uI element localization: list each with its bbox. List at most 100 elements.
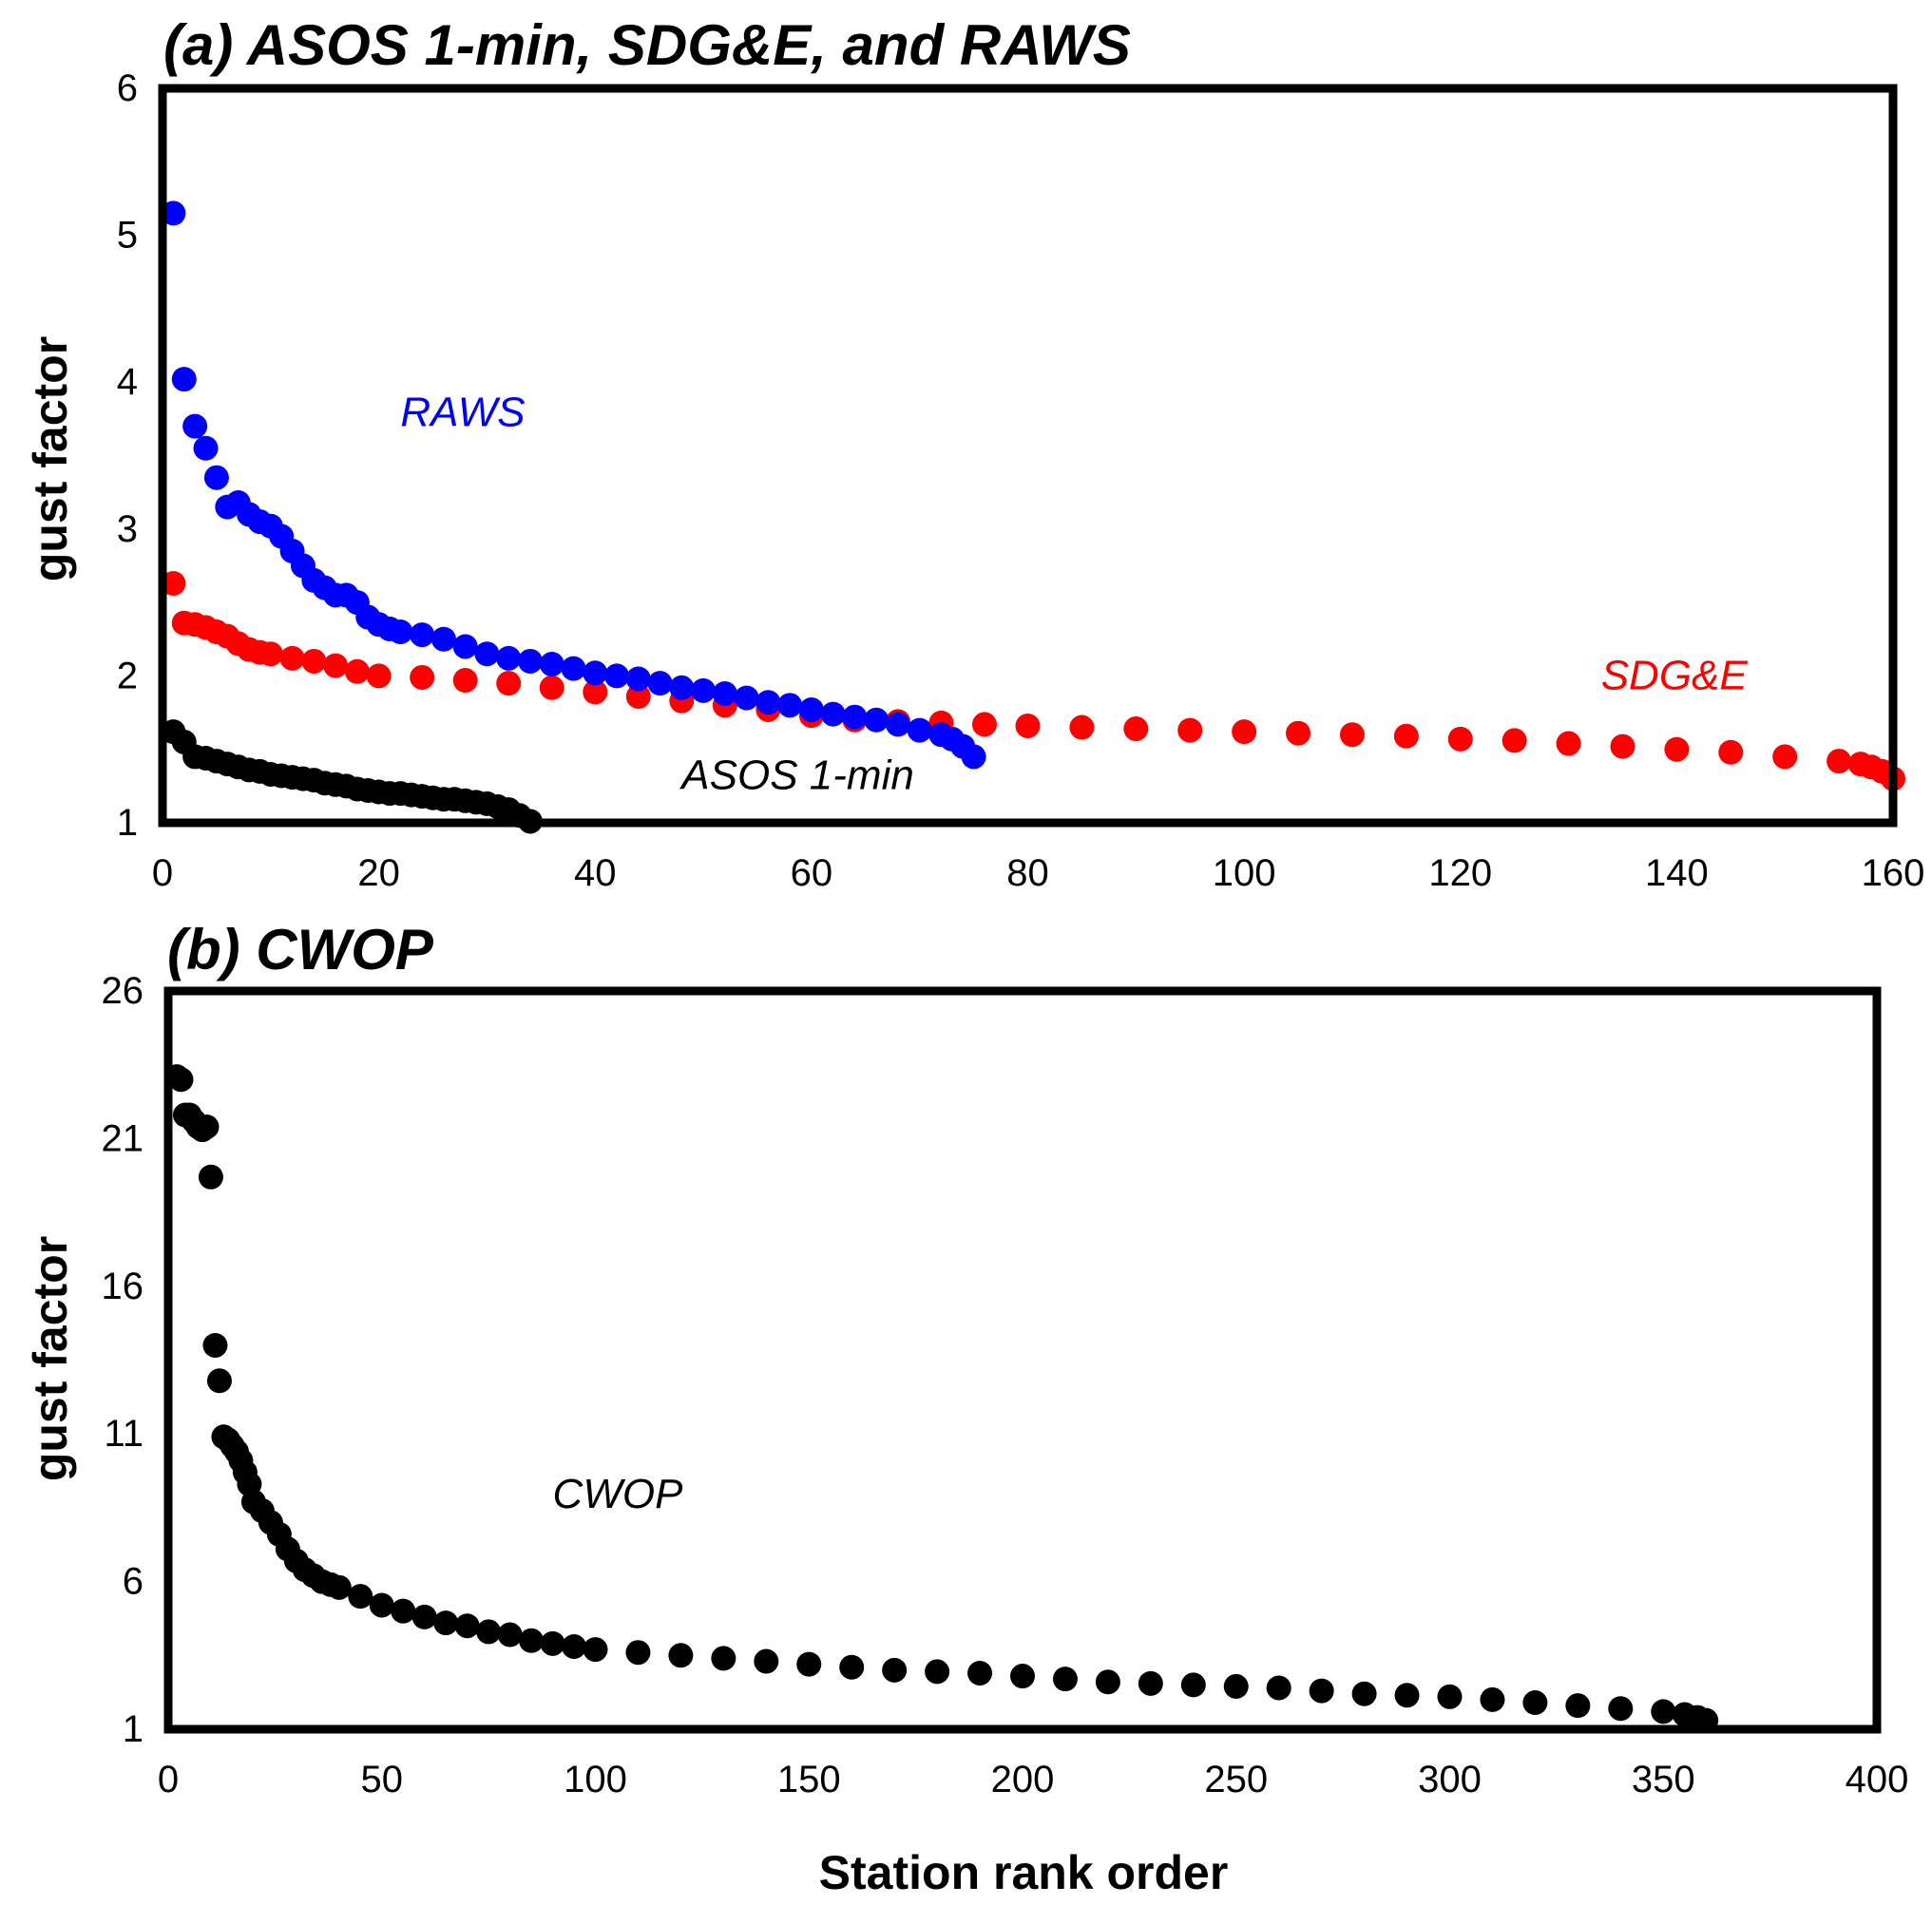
data-point-raws [171,367,197,392]
data-point-raws [539,652,564,677]
panel-b-x-tick-label: 0 [158,1759,179,1800]
data-point-cwop [168,1067,194,1093]
panel-b-x-tick-label: 400 [1846,1759,1909,1800]
panel-b-x-axis-label: Station rank order [819,1846,1229,1899]
data-point-sdg-e [258,641,283,667]
panel-a-x-tick-label: 120 [1428,852,1492,894]
panel-a-y-axis-label: gust factor [24,336,77,581]
data-point-sdg-e [279,645,305,671]
data-point-cwop [1010,1664,1035,1689]
data-point-sdg-e [1393,723,1419,749]
panel-a: (a) ASOS 1-min, SDG&E, and RAWS gust fac… [24,13,1924,894]
panel-b-points [163,1064,1719,1733]
series-raws [161,200,986,770]
data-point-cwop [1180,1672,1206,1698]
data-point-cwop [1565,1693,1591,1719]
data-point-cwop [1522,1690,1548,1716]
data-point-raws [669,675,695,700]
data-point-sdg-e [1772,744,1798,770]
panel-b-y-tick-label: 21 [102,1117,144,1159]
data-point-cwop [562,1633,587,1659]
panel-a-series-labels: ASOS 1-min SDG&E RAWS [400,390,1748,799]
data-point-cwop [540,1630,565,1656]
data-point-sdg-e [366,663,392,689]
data-point-sdg-e [1610,733,1636,759]
data-point-cwop [454,1613,480,1639]
data-point-raws [161,200,186,226]
panel-b-y-tick-label: 16 [102,1266,144,1307]
data-point-cwop [194,1114,220,1139]
data-point-cwop [206,1368,232,1394]
series-asos-1-min [161,719,543,834]
panel-b-y-tick-label: 6 [123,1561,143,1603]
data-point-cwop [583,1637,608,1663]
panel-a-x-tick-label: 40 [574,852,617,894]
panel-b-x-tick-label: 250 [1204,1759,1268,1800]
panel-a-y-tick-label: 6 [117,67,138,109]
data-point-raws [864,707,889,733]
panel-b-y-axis-label: gust factor [24,1236,77,1481]
data-point-sdg-e [344,658,370,684]
data-point-raws [842,704,868,730]
data-point-cwop [348,1584,373,1610]
panel-a-plot-frame [158,84,1898,828]
panel-b-y-tick-label: 1 [123,1708,143,1750]
panel-a-y-tick-label: 5 [117,215,138,257]
data-point-raws [203,465,229,490]
data-point-cwop [1223,1673,1249,1699]
data-point-raws [496,645,522,671]
data-point-cwop [476,1619,502,1645]
data-point-raws [820,701,846,727]
panel-b-series-labels: CWOP [553,1471,684,1517]
data-point-sdg-e [1286,720,1311,746]
data-point-sdg-e [1069,714,1095,740]
data-point-cwop [519,1628,545,1653]
data-point-cwop [839,1654,865,1680]
panel-a-points [161,200,1905,834]
panel-b-x-tick-label: 100 [564,1759,627,1800]
data-point-raws [182,413,208,439]
data-point-raws [388,619,413,645]
data-point-raws [452,634,478,659]
data-point-sdg-e [1015,713,1041,738]
panel-b-x-tick-label: 150 [777,1759,841,1800]
data-point-cwop [668,1643,694,1668]
data-point-raws [691,677,717,703]
data-point-raws [193,435,219,461]
data-point-raws [561,656,586,681]
data-point-raws [474,641,500,667]
data-point-raws [647,671,673,696]
data-point-sdg-e [410,664,435,690]
panel-a-x-tick-label: 160 [1862,852,1925,894]
data-point-cwop [1437,1684,1463,1709]
data-point-sdg-e [1827,749,1852,774]
data-point-sdg-e [301,648,327,674]
data-point-raws [583,660,608,686]
data-point-sdg-e [539,675,564,700]
data-point-sdg-e [1177,717,1203,743]
panel-a-y-tick-label: 1 [117,802,138,844]
data-point-cwop [967,1660,993,1686]
data-point-raws [517,648,543,674]
data-point-raws [961,744,986,770]
panel-b-x-tick-label: 50 [361,1759,404,1800]
panel-a-x-tick-label: 20 [357,852,400,894]
panel-b-y-tick-label: 11 [104,1413,143,1455]
data-point-cwop [1052,1667,1078,1692]
data-point-cwop [1309,1678,1334,1704]
data-point-sdg-e [1232,719,1257,745]
data-point-sdg-e [1339,722,1365,748]
panel-b-y-tick-label: 26 [102,970,144,1012]
panel-b-x-tick-label: 200 [991,1759,1055,1800]
data-point-cwop [433,1610,459,1636]
data-point-raws [907,717,932,743]
data-point-cwop [1138,1670,1163,1696]
panel-a-y-tick-label: 3 [117,508,138,550]
data-point-raws [777,693,803,718]
data-point-sdg-e [1502,728,1527,753]
series-label-raws: RAWS [400,390,525,436]
panel-b-plot-frame [163,986,1882,1734]
data-point-sdg-e [625,684,651,710]
data-point-sdg-e [1123,716,1149,742]
